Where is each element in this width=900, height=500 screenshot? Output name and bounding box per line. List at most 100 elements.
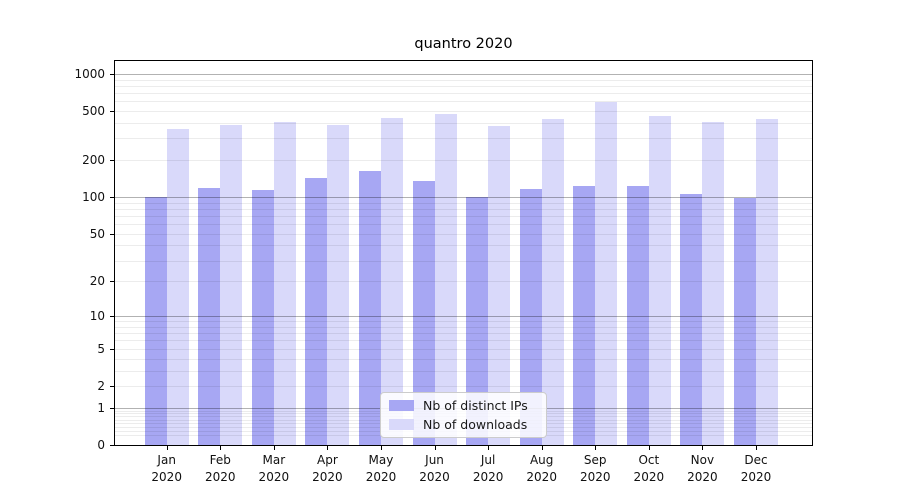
x-tick-label: Mar 2020 [258, 453, 290, 485]
major-gridline [115, 316, 812, 318]
x-tick [755, 446, 757, 450]
x-tick [327, 446, 329, 450]
bar-downloads-9 [648, 116, 671, 445]
minor-gridline [115, 281, 812, 283]
legend-swatch-distinct-ips [389, 400, 414, 411]
x-tick [380, 446, 382, 450]
bar-downloads-1 [220, 124, 243, 445]
bar-distinct-ips-11 [733, 198, 756, 445]
x-tick-label: Nov 2020 [687, 453, 718, 485]
x-tick-label: Oct 2020 [633, 453, 665, 485]
y-tick-label: 100 [82, 190, 105, 205]
minor-gridline [115, 92, 812, 94]
x-tick-label: May 2020 [365, 453, 397, 485]
legend-swatch-downloads [389, 419, 414, 430]
y-tick [110, 316, 114, 318]
y-tick [110, 111, 114, 113]
y-tick [110, 385, 114, 387]
major-gridline [115, 197, 812, 199]
x-tick [220, 446, 222, 450]
bar-distinct-ips-7 [519, 188, 542, 445]
y-tick [110, 73, 114, 75]
bar-distinct-ips-1 [198, 188, 221, 445]
y-tick-label: 1 [97, 400, 105, 415]
bar-downloads-2 [273, 121, 296, 445]
x-tick-label: Jul 2020 [472, 453, 504, 485]
bar-downloads-5 [434, 113, 457, 445]
minor-gridline [115, 208, 812, 210]
minor-gridline [115, 202, 812, 204]
x-tick [648, 446, 650, 450]
bar-distinct-ips-2 [251, 189, 274, 445]
minor-gridline [115, 85, 812, 87]
bar-distinct-ips-5 [412, 181, 435, 445]
x-tick [595, 446, 597, 450]
minor-gridline [115, 233, 812, 235]
bar-distinct-ips-10 [680, 193, 703, 445]
bar-distinct-ips-8 [573, 186, 596, 445]
x-tick-label: Sep 2020 [579, 453, 611, 485]
minor-gridline [115, 101, 812, 103]
y-tick-label: 200 [82, 153, 105, 168]
x-tick-label: Dec 2020 [740, 453, 772, 485]
minor-gridline [115, 160, 812, 162]
legend-label-downloads: Nb of downloads [423, 417, 528, 432]
x-tick-label: Apr 2020 [312, 453, 343, 485]
bar-distinct-ips-9 [626, 186, 649, 445]
minor-gridline [115, 111, 812, 113]
chart-title: quantro 2020 [414, 36, 513, 52]
bar-downloads-10 [702, 121, 725, 445]
x-tick [488, 446, 490, 450]
y-tick [110, 233, 114, 235]
bar-distinct-ips-0 [144, 197, 167, 445]
legend-item-downloads: Nb of downloads [389, 417, 536, 432]
x-tick [541, 446, 543, 450]
x-tick-label: Aug 2020 [526, 453, 557, 485]
minor-gridline [115, 358, 812, 360]
minor-gridline [115, 224, 812, 226]
minor-gridline [115, 245, 812, 247]
y-tick-label: 10 [89, 309, 105, 324]
y-tick [110, 197, 114, 199]
minor-gridline [115, 348, 812, 350]
y-tick [110, 407, 114, 409]
bar-distinct-ips-6 [466, 196, 489, 445]
bar-downloads-7 [541, 119, 564, 445]
y-tick [110, 281, 114, 283]
bar-downloads-6 [488, 126, 511, 445]
minor-gridline [115, 326, 812, 328]
x-tick-label: Feb 2020 [204, 453, 236, 485]
y-tick-label: 2 [97, 378, 105, 393]
x-tick [434, 446, 436, 450]
minor-gridline [115, 215, 812, 217]
x-tick-label: Jun 2020 [419, 453, 450, 485]
minor-gridline [115, 122, 812, 124]
bar-downloads-8 [595, 101, 618, 445]
minor-gridline [115, 385, 812, 387]
plot-area: 0 1 2 5 10 20 50 100 200 500 1000 Jan 2020 Feb 2020 Mar… [74, 60, 813, 484]
legend: Nb of distinct IPs Nb of downloads [380, 392, 547, 438]
bar-downloads-4 [380, 117, 403, 445]
bar-downloads-3 [327, 125, 350, 445]
minor-gridline [115, 340, 812, 342]
y-tick-label: 1000 [74, 66, 105, 81]
y-tick [110, 348, 114, 350]
minor-gridline [115, 370, 812, 372]
y-tick [110, 445, 114, 446]
y-tick-label: 20 [89, 274, 105, 289]
minor-gridline [115, 333, 812, 335]
y-tick-label: 5 [97, 341, 105, 356]
minor-gridline [115, 79, 812, 81]
minor-gridline [115, 138, 812, 140]
minor-gridline [115, 321, 812, 323]
bar-downloads-11 [755, 119, 778, 445]
y-tick-label: 500 [82, 104, 105, 119]
y-tick [110, 160, 114, 162]
major-gridline [115, 73, 812, 75]
bar-distinct-ips-3 [305, 177, 328, 445]
x-tick-label: Jan 2020 [151, 453, 182, 485]
x-tick [273, 446, 275, 450]
bar-distinct-ips-4 [358, 170, 381, 445]
legend-label-distinct-ips: Nb of distinct IPs [423, 398, 528, 413]
